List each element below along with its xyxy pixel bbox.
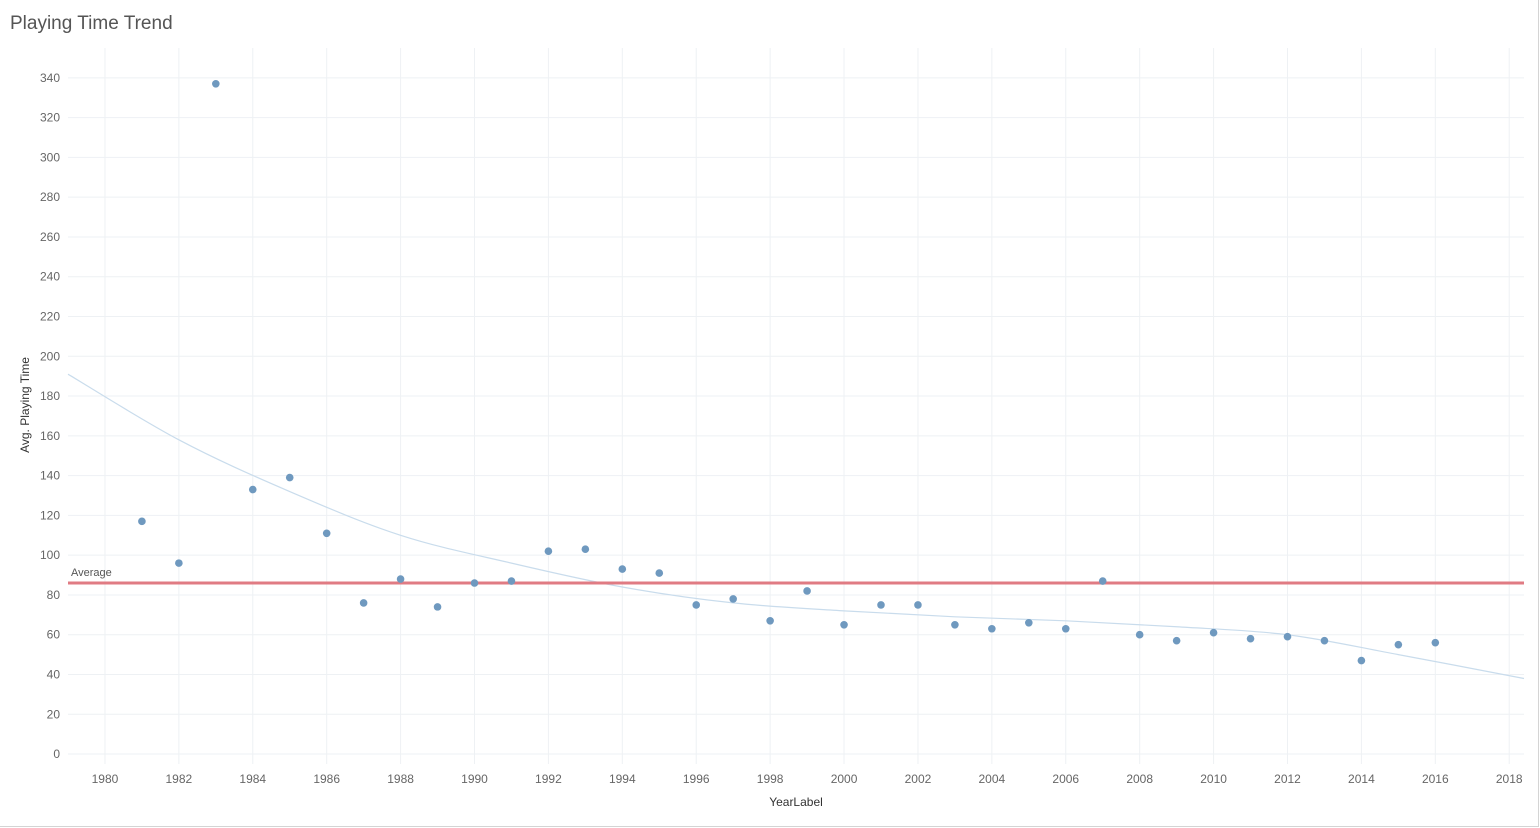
x-tick-label: 1996: [683, 772, 710, 786]
x-tick-label: 1986: [313, 772, 340, 786]
y-axis-ticks: 0 20 40 60 80 100 120 140 160 180 200 220 240 260 280 3…: [40, 71, 60, 761]
data-point: [1209, 628, 1218, 637]
y-tick-label: 160: [40, 429, 60, 443]
x-gridlines: [104, 48, 1510, 764]
x-tick-label: 2018: [1496, 772, 1523, 786]
x-tick-label: 1998: [757, 772, 784, 786]
data-point: [1098, 577, 1107, 585]
x-tick-label: 2002: [905, 772, 932, 786]
y-tick-label: 340: [40, 71, 60, 85]
data-point: [433, 603, 442, 611]
y-tick-label: 240: [40, 270, 60, 284]
data-point: [655, 569, 664, 577]
x-tick-label: 1984: [239, 772, 266, 786]
data-point: [1061, 624, 1070, 633]
y-tick-label: 200: [40, 349, 60, 363]
data-point: [322, 529, 331, 538]
x-tick-label: 1992: [535, 772, 562, 786]
data-point: [618, 565, 627, 573]
y-tick-label: 260: [40, 230, 60, 244]
data-point: [1431, 638, 1440, 647]
y-axis-title: Avg. Playing Time: [18, 357, 32, 453]
data-point: [396, 575, 405, 583]
data-point: [212, 80, 220, 88]
x-tick-label: 2014: [1348, 772, 1375, 786]
data-point: [138, 517, 146, 526]
y-tick-label: 20: [47, 707, 61, 721]
data-point: [507, 577, 516, 585]
data-point: [1135, 630, 1144, 639]
data-point: [470, 579, 479, 587]
x-axis-ticks: 1980 1982 1984 1986 1988 1990 1992 1994 1996 1998…: [92, 772, 1523, 786]
y-tick-label: 320: [40, 111, 60, 125]
data-point: [581, 545, 590, 553]
x-tick-label: 2006: [1052, 772, 1079, 786]
data-point: [1283, 632, 1292, 641]
y-tick-label: 280: [40, 190, 60, 204]
data-point: [988, 624, 996, 633]
data-point: [729, 595, 737, 603]
x-tick-label: 2008: [1126, 772, 1153, 786]
y-tick-label: 80: [47, 588, 61, 602]
x-tick-label: 1990: [461, 772, 488, 786]
data-points: [138, 80, 1440, 665]
chart-title: Playing Time Trend: [10, 13, 173, 34]
data-point: [914, 601, 922, 609]
x-tick-label: 2000: [831, 772, 858, 786]
y-tick-label: 120: [40, 508, 60, 522]
y-tick-label: 300: [40, 150, 60, 164]
x-axis-title: YearLabel: [769, 795, 823, 809]
y-tick-label: 60: [47, 628, 61, 642]
y-tick-label: 180: [40, 389, 60, 403]
average-label: Average: [71, 567, 112, 579]
data-point: [766, 617, 774, 625]
data-point: [1320, 636, 1329, 645]
x-tick-label: 2012: [1274, 772, 1301, 786]
trend-line: [67, 373, 1525, 680]
data-point: [1357, 656, 1366, 665]
x-tick-label: 1982: [166, 772, 193, 786]
y-tick-label: 140: [40, 469, 60, 483]
x-tick-label: 1980: [92, 772, 119, 786]
data-point: [544, 547, 553, 555]
data-point: [840, 620, 848, 629]
data-point: [1394, 640, 1403, 649]
data-point: [1172, 636, 1181, 645]
y-tick-label: 40: [47, 668, 61, 682]
x-tick-label: 1988: [387, 772, 414, 786]
data-point: [951, 620, 959, 629]
y-gridlines: [68, 77, 1524, 755]
y-tick-label: 220: [40, 310, 60, 324]
data-point: [1246, 634, 1255, 643]
x-tick-label: 2004: [979, 772, 1006, 786]
x-tick-label: 2016: [1422, 772, 1449, 786]
x-tick-label: 1994: [609, 772, 636, 786]
data-point: [1025, 618, 1033, 627]
data-point: [803, 587, 811, 595]
x-tick-label: 2010: [1200, 772, 1227, 786]
y-tick-label: 0: [53, 747, 60, 761]
y-tick-label: 100: [40, 548, 60, 562]
data-point: [285, 473, 294, 482]
data-point: [692, 601, 701, 609]
data-point: [175, 559, 183, 567]
data-point: [248, 485, 257, 494]
data-point: [359, 599, 368, 607]
data-point: [877, 601, 885, 609]
